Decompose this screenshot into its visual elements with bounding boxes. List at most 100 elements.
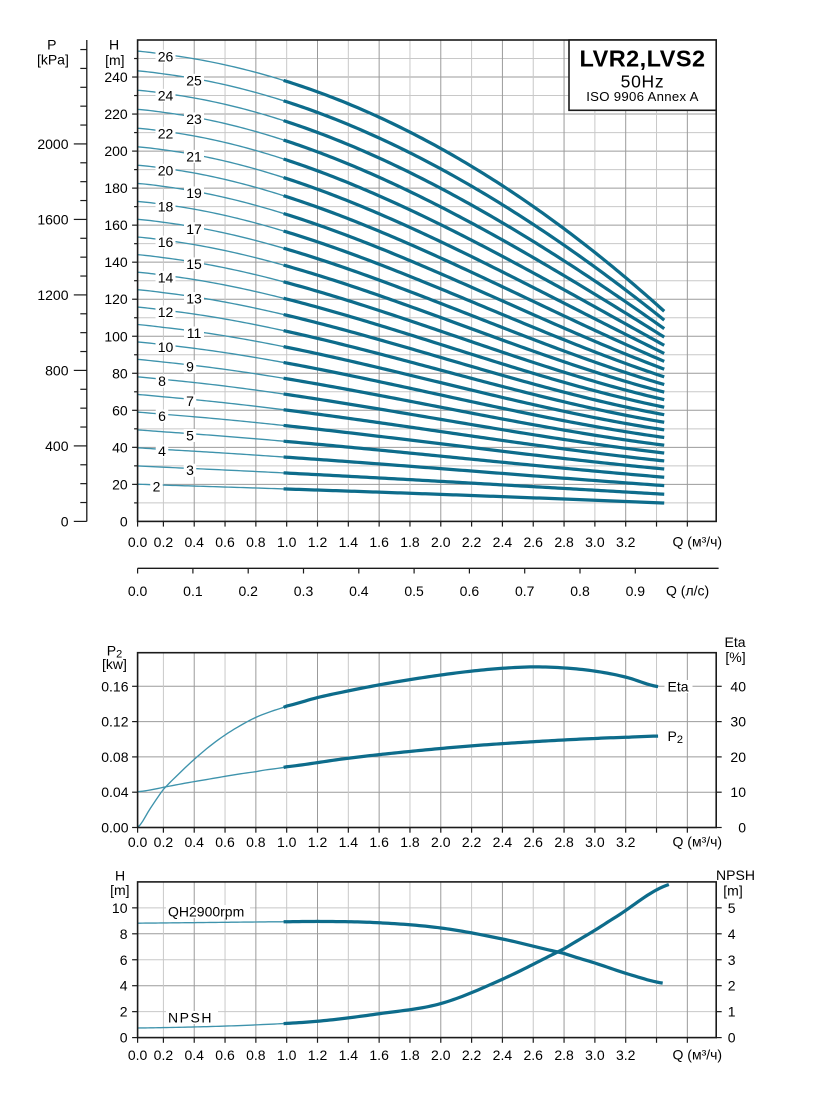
svg-text:1.4: 1.4 — [339, 1047, 359, 1063]
svg-text:2.4: 2.4 — [493, 834, 513, 850]
svg-text:0: 0 — [738, 820, 746, 836]
svg-text:0.9: 0.9 — [626, 583, 646, 599]
svg-text:2.2: 2.2 — [462, 1047, 482, 1063]
svg-text:[%]: [%] — [725, 649, 745, 665]
svg-text:140: 140 — [104, 254, 128, 270]
svg-text:3.2: 3.2 — [616, 834, 636, 850]
svg-text:1.4: 1.4 — [339, 534, 359, 550]
svg-text:50Hz: 50Hz — [621, 72, 665, 92]
svg-text:0.2: 0.2 — [154, 534, 174, 550]
svg-text:2.4: 2.4 — [493, 534, 513, 550]
svg-text:0.8: 0.8 — [570, 583, 590, 599]
svg-text:3.0: 3.0 — [585, 1047, 605, 1063]
svg-text:0.6: 0.6 — [460, 583, 480, 599]
svg-text:1.6: 1.6 — [369, 1047, 389, 1063]
svg-text:200: 200 — [104, 143, 128, 159]
svg-text:0.2: 0.2 — [154, 834, 174, 850]
svg-text:2.0: 2.0 — [431, 834, 451, 850]
svg-text:0: 0 — [61, 513, 69, 529]
svg-text:[kPa]: [kPa] — [37, 52, 69, 68]
svg-text:H: H — [109, 36, 119, 52]
svg-text:0.4: 0.4 — [184, 1047, 204, 1063]
svg-text:14: 14 — [158, 269, 174, 285]
svg-text:4: 4 — [120, 978, 128, 994]
svg-text:30: 30 — [730, 714, 746, 730]
svg-text:H: H — [115, 868, 125, 884]
svg-text:180: 180 — [104, 180, 128, 196]
svg-text:0.8: 0.8 — [246, 1047, 266, 1063]
svg-text:8: 8 — [120, 926, 128, 942]
svg-text:6: 6 — [158, 408, 166, 424]
svg-text:3.0: 3.0 — [585, 534, 605, 550]
svg-text:NPSH: NPSH — [716, 867, 755, 883]
svg-text:0.4: 0.4 — [184, 834, 204, 850]
svg-text:400: 400 — [45, 438, 69, 454]
svg-text:0: 0 — [728, 1030, 736, 1046]
svg-text:1: 1 — [728, 1004, 736, 1020]
svg-text:40: 40 — [112, 439, 128, 455]
svg-text:23: 23 — [186, 111, 202, 127]
svg-text:1.2: 1.2 — [308, 1047, 328, 1063]
svg-text:18: 18 — [158, 199, 174, 215]
svg-text:2.8: 2.8 — [554, 1047, 574, 1063]
svg-text:6: 6 — [120, 952, 128, 968]
svg-text:0.08: 0.08 — [101, 749, 128, 765]
svg-text:1.4: 1.4 — [339, 834, 359, 850]
svg-text:40: 40 — [730, 678, 746, 694]
svg-text:0.6: 0.6 — [215, 1047, 235, 1063]
svg-text:Eta: Eta — [668, 679, 689, 695]
svg-text:5: 5 — [728, 900, 736, 916]
svg-text:[kw]: [kw] — [102, 656, 127, 672]
svg-text:0.5: 0.5 — [404, 583, 424, 599]
svg-text:0.3: 0.3 — [294, 583, 314, 599]
svg-text:ISO 9906 Annex A: ISO 9906 Annex A — [586, 89, 699, 104]
svg-text:0: 0 — [120, 1030, 128, 1046]
svg-text:9: 9 — [186, 359, 194, 375]
svg-text:QH2900rpm: QH2900rpm — [168, 904, 244, 920]
svg-text:2.6: 2.6 — [524, 534, 544, 550]
svg-text:8: 8 — [158, 373, 166, 389]
svg-text:2: 2 — [728, 978, 736, 994]
svg-text:Q (м³/ч): Q (м³/ч) — [673, 534, 723, 550]
svg-text:0.6: 0.6 — [215, 534, 235, 550]
svg-text:2.6: 2.6 — [524, 834, 544, 850]
svg-text:0.4: 0.4 — [349, 583, 369, 599]
svg-text:160: 160 — [104, 217, 128, 233]
svg-text:0.1: 0.1 — [183, 583, 203, 599]
svg-text:800: 800 — [45, 362, 69, 378]
svg-text:12: 12 — [158, 304, 174, 320]
svg-text:11: 11 — [187, 325, 202, 341]
svg-text:7: 7 — [186, 393, 194, 409]
svg-text:2.0: 2.0 — [431, 1047, 451, 1063]
svg-text:Q (м³/ч): Q (м³/ч) — [673, 833, 723, 849]
svg-text:1.0: 1.0 — [277, 534, 297, 550]
svg-text:10: 10 — [158, 339, 174, 355]
svg-text:LVR2,LVS2: LVR2,LVS2 — [580, 46, 706, 72]
svg-text:5: 5 — [186, 427, 194, 443]
svg-text:0.00: 0.00 — [101, 820, 128, 836]
svg-text:4: 4 — [728, 926, 736, 942]
svg-text:Eta: Eta — [724, 634, 745, 650]
svg-text:4: 4 — [158, 443, 166, 459]
svg-text:2: 2 — [153, 479, 161, 495]
svg-text:0.2: 0.2 — [154, 1047, 174, 1063]
svg-text:0.04: 0.04 — [101, 784, 128, 800]
svg-text:1.8: 1.8 — [400, 1047, 420, 1063]
svg-text:60: 60 — [112, 402, 128, 418]
svg-text:Q (л/с): Q (л/с) — [666, 583, 709, 599]
svg-text:0: 0 — [120, 513, 128, 529]
svg-text:3: 3 — [728, 952, 736, 968]
svg-text:1.2: 1.2 — [308, 834, 328, 850]
svg-text:1.0: 1.0 — [277, 834, 297, 850]
svg-text:3: 3 — [186, 462, 194, 478]
svg-text:22: 22 — [158, 125, 174, 141]
svg-text:20: 20 — [158, 162, 174, 178]
svg-text:2000: 2000 — [37, 136, 68, 152]
svg-text:[m]: [m] — [105, 52, 124, 68]
svg-text:2.8: 2.8 — [554, 534, 574, 550]
svg-text:1200: 1200 — [37, 287, 68, 303]
svg-text:19: 19 — [186, 185, 202, 201]
svg-text:3.0: 3.0 — [585, 834, 605, 850]
svg-text:120: 120 — [104, 291, 128, 307]
svg-text:1.8: 1.8 — [400, 534, 420, 550]
